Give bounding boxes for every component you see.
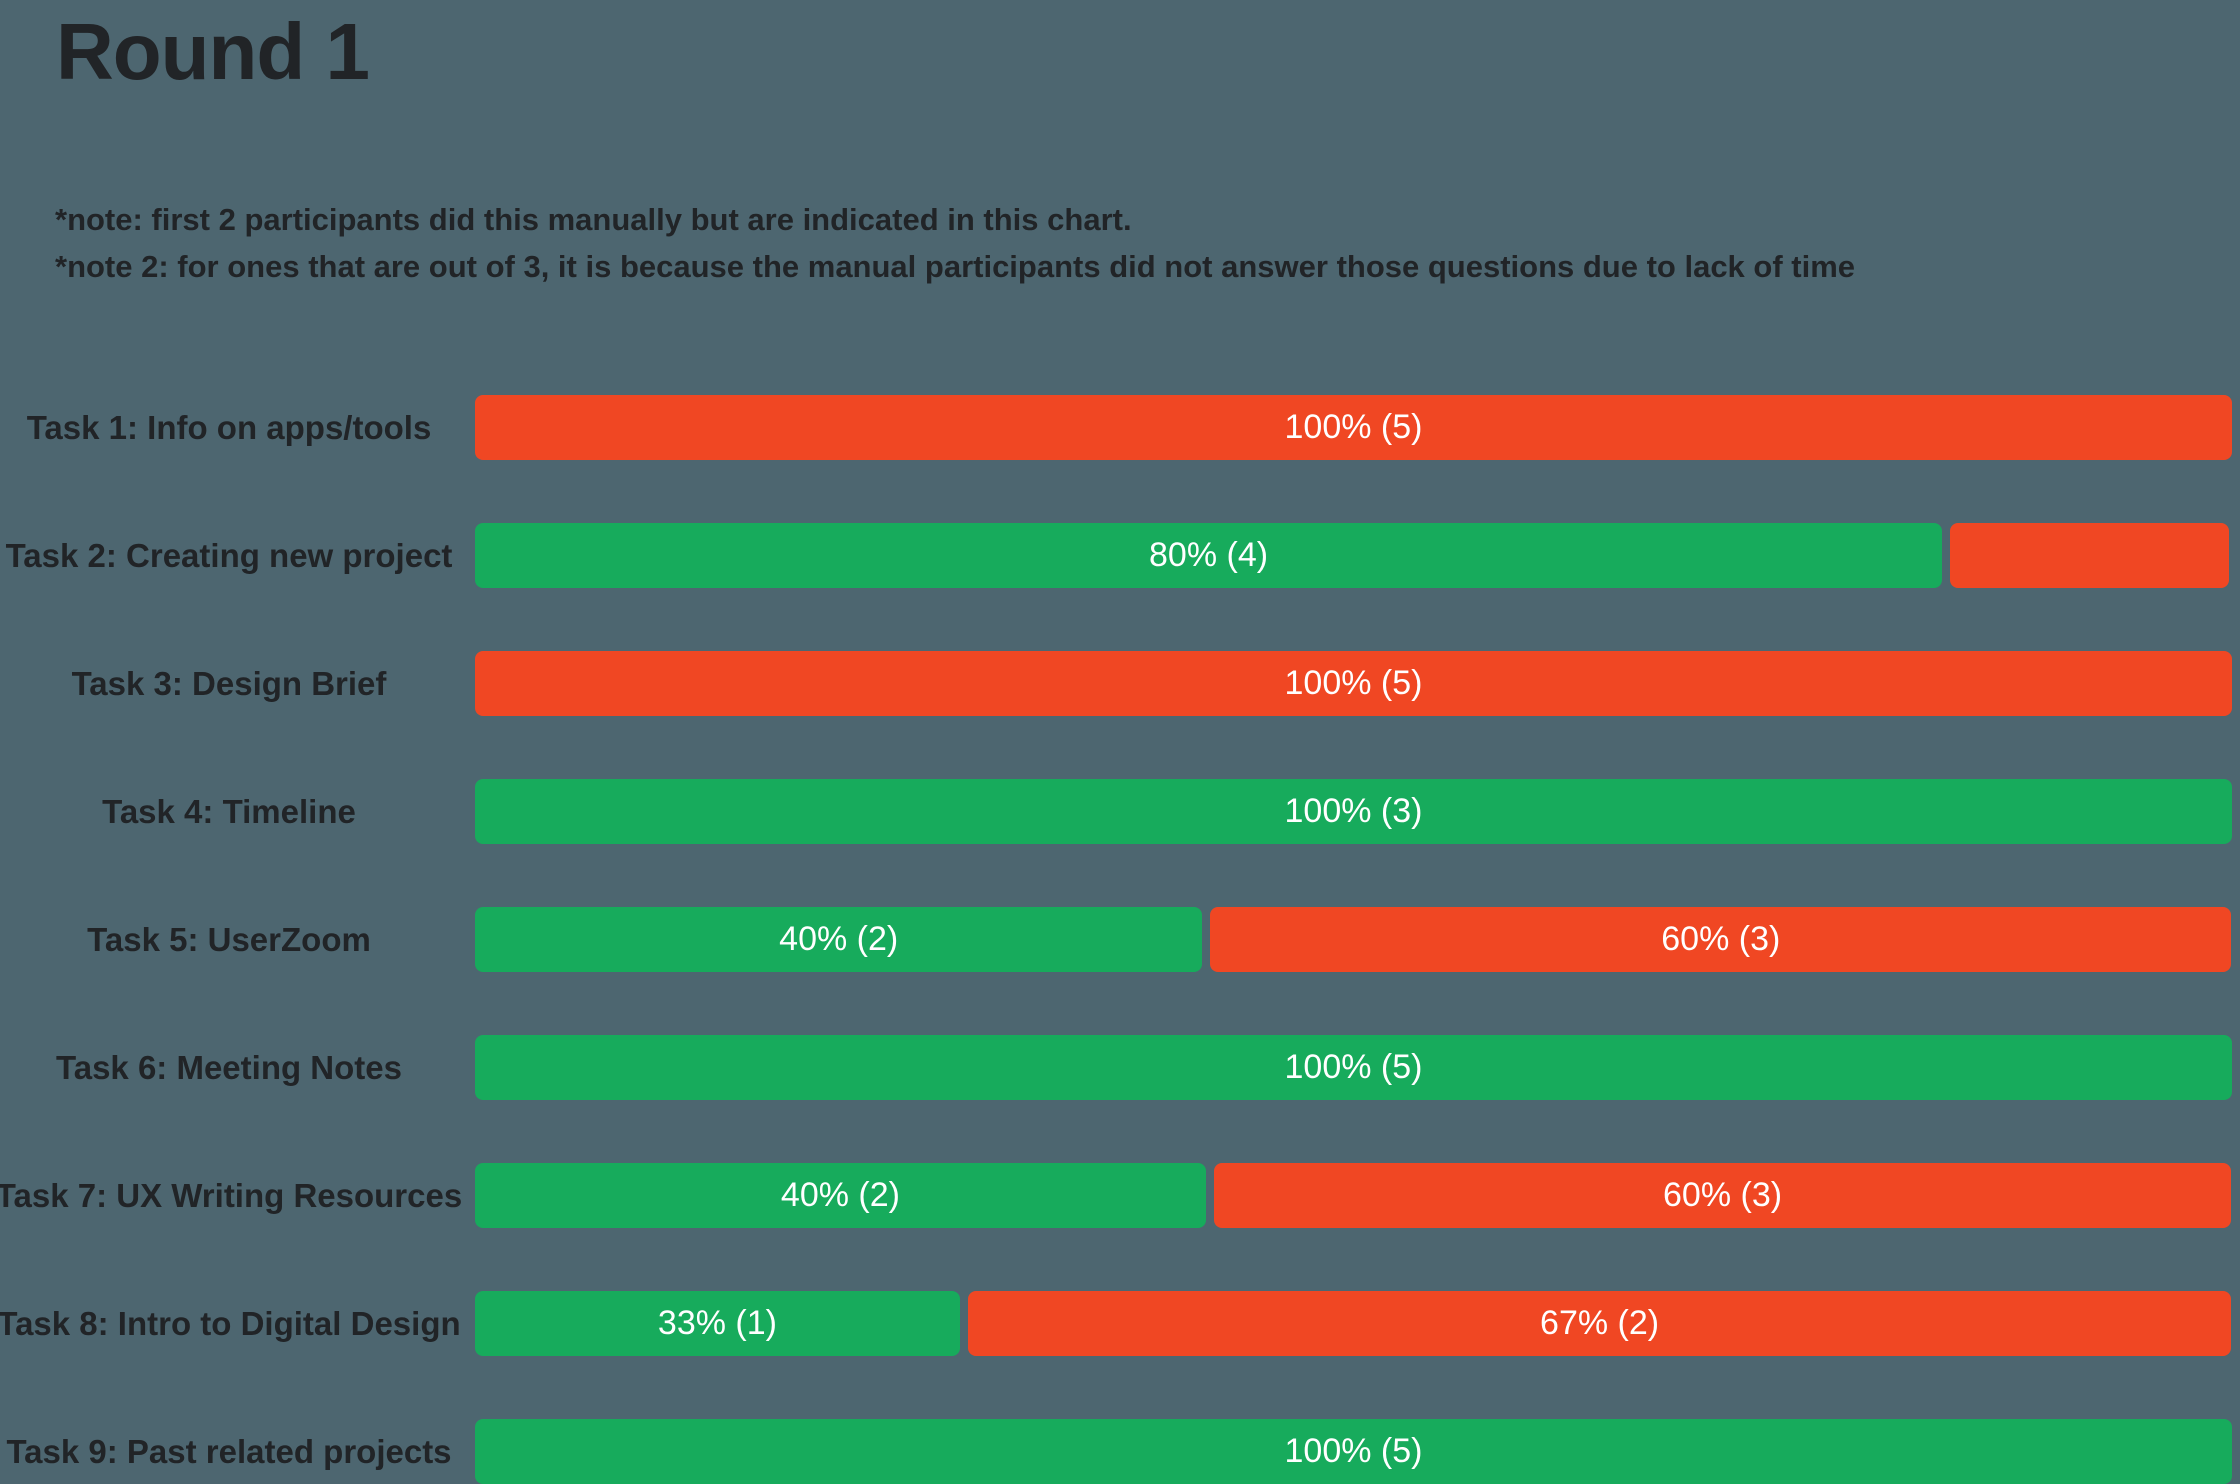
bar-segment-green: 100% (3) bbox=[475, 779, 2232, 844]
bar-segment-green: 40% (2) bbox=[475, 907, 1203, 972]
bar-segment-green: 33% (1) bbox=[475, 1291, 960, 1356]
task-label: Task 7: UX Writing Resources bbox=[0, 1176, 463, 1214]
bar-track: 40% (2) 60% (3) bbox=[475, 1163, 2232, 1228]
bar-segment-red: 100% (5) bbox=[475, 395, 2232, 460]
note-line-2: *note 2: for ones that are out of 3, it … bbox=[55, 249, 1856, 284]
chart-row: Task 1: Info on apps/tools 100% (5) bbox=[0, 395, 2240, 460]
bar-track: 100% (5) bbox=[475, 1035, 2232, 1100]
bar-track: 100% (5) bbox=[475, 395, 2232, 460]
bar-segment-green: 80% (4) bbox=[475, 523, 1943, 588]
bar-segment-red: 60% (3) bbox=[1210, 907, 2232, 972]
bar-track: 100% (3) bbox=[475, 779, 2232, 844]
bar-track: 33% (1) 67% (2) bbox=[475, 1291, 2232, 1356]
bar-segment-red: 100% (5) bbox=[475, 651, 2232, 716]
bar-value-label: 40% (2) bbox=[779, 920, 899, 958]
bar-track: 100% (5) bbox=[475, 651, 2232, 716]
bar-segment-green: 40% (2) bbox=[475, 1163, 1206, 1228]
task-label: Task 8: Intro to Digital Design bbox=[0, 1304, 461, 1342]
chart-row: Task 9: Past related projects 100% (5) bbox=[0, 1419, 2240, 1484]
bar-value-label: 60% (3) bbox=[1663, 1176, 1783, 1214]
bar-value-label: 100% (5) bbox=[1284, 1048, 1423, 1086]
bar-segment-red bbox=[1950, 523, 2230, 588]
bar-segment-green: 100% (5) bbox=[475, 1419, 2232, 1484]
task-label: Task 3: Design Brief bbox=[71, 664, 387, 702]
task-label: Task 9: Past related projects bbox=[6, 1432, 452, 1470]
bar-track: 40% (2) 60% (3) bbox=[475, 907, 2232, 972]
chart-row: Task 8: Intro to Digital Design 33% (1) 67… bbox=[0, 1291, 2240, 1356]
task-label: Task 6: Meeting Notes bbox=[56, 1048, 402, 1086]
bar-value-label: 80% (4) bbox=[1149, 536, 1269, 574]
bar-value-label: 40% (2) bbox=[780, 1176, 900, 1214]
notes-block: *note: first 2 participants did this man… bbox=[55, 196, 1855, 290]
bar-segment-red: 67% (2) bbox=[967, 1291, 2232, 1356]
task-label: Task 4: Timeline bbox=[102, 792, 356, 830]
bar-value-label: 100% (5) bbox=[1284, 408, 1423, 446]
chart-row: Task 5: UserZoom 40% (2) 60% (3) bbox=[0, 907, 2240, 972]
bar-value-label: 100% (5) bbox=[1284, 1432, 1423, 1470]
bar-segment-green: 100% (5) bbox=[475, 1035, 2232, 1100]
chart-row: Task 3: Design Brief 100% (5) bbox=[0, 651, 2240, 716]
bar-value-label: 60% (3) bbox=[1661, 920, 1781, 958]
chart-row: Task 2: Creating new project 80% (4) bbox=[0, 523, 2240, 588]
chart-rows: Task 1: Info on apps/tools 100% (5) Task 2… bbox=[0, 395, 2240, 1484]
bar-value-label: 33% (1) bbox=[657, 1304, 777, 1342]
bar-value-label: 67% (2) bbox=[1540, 1304, 1660, 1342]
bar-track: 100% (5) bbox=[475, 1419, 2232, 1484]
bar-value-label: 100% (3) bbox=[1284, 792, 1423, 830]
task-label: Task 5: UserZoom bbox=[87, 920, 371, 958]
page-title: Round 1 bbox=[56, 7, 370, 96]
bar-value-label: 100% (5) bbox=[1284, 664, 1423, 702]
chart-row: Task 7: UX Writing Resources 40% (2) 60% (… bbox=[0, 1163, 2240, 1228]
chart-row: Task 4: Timeline 100% (3) bbox=[0, 779, 2240, 844]
task-label: Task 2: Creating new project bbox=[5, 536, 453, 574]
task-label: Task 1: Info on apps/tools bbox=[26, 408, 432, 446]
bar-segment-red: 60% (3) bbox=[1213, 1163, 2232, 1228]
bar-track: 80% (4) bbox=[475, 523, 2232, 588]
chart-row: Task 6: Meeting Notes 100% (5) bbox=[0, 1035, 2240, 1100]
note-line-1: *note: first 2 participants did this man… bbox=[55, 202, 1132, 237]
